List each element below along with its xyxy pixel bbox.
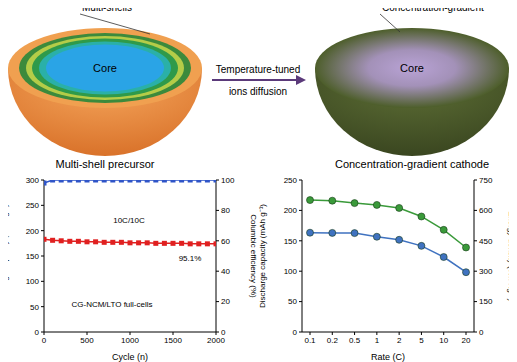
svg-text:0: 0	[221, 328, 226, 337]
svg-text:Cycle (n): Cycle (n)	[112, 352, 148, 362]
svg-text:50: 50	[30, 303, 39, 312]
svg-text:0.1: 0.1	[304, 336, 316, 345]
svg-text:50: 50	[288, 297, 297, 306]
svg-text:Rate (C): Rate (C)	[371, 352, 405, 362]
svg-text:100: 100	[221, 176, 235, 185]
svg-text:10: 10	[439, 336, 448, 345]
svg-text:1: 1	[375, 336, 380, 345]
svg-text:250: 250	[284, 176, 298, 185]
svg-text:2: 2	[397, 336, 402, 345]
svg-text:0: 0	[479, 328, 484, 337]
svg-text:150: 150	[284, 237, 298, 246]
svg-text:100: 100	[26, 277, 40, 286]
svg-text:100: 100	[284, 267, 298, 276]
svg-text:Energy density (Wh Kg⁻¹): Energy density (Wh Kg⁻¹)	[507, 211, 509, 301]
svg-text:750: 750	[479, 176, 493, 185]
svg-text:0: 0	[35, 328, 40, 337]
svg-text:Columbic efficiency (%): Columbic efficiency (%)	[249, 214, 258, 298]
svg-text:450: 450	[479, 237, 493, 246]
svg-text:2000: 2000	[207, 336, 225, 345]
svg-text:200: 200	[26, 227, 40, 236]
svg-text:Core: Core	[93, 62, 117, 74]
svg-text:80: 80	[221, 206, 230, 215]
svg-text:60: 60	[221, 237, 230, 246]
svg-text:20: 20	[221, 297, 230, 306]
svg-text:250: 250	[26, 201, 40, 210]
svg-text:1000: 1000	[121, 336, 139, 345]
svg-text:150: 150	[26, 252, 40, 261]
svg-text:Core: Core	[400, 62, 424, 74]
svg-text:500: 500	[80, 336, 94, 345]
svg-text:Multi-shell precursor: Multi-shell precursor	[55, 158, 154, 170]
html-text:95.1%: 95.1%	[178, 253, 202, 263]
html-text:10C/10C: 10C/10C	[113, 215, 145, 225]
svg-text:ions diffusion: ions diffusion	[229, 86, 287, 97]
svg-text:600: 600	[479, 206, 493, 215]
svg-text:0.5: 0.5	[349, 336, 361, 345]
html-text:CG-NCM/LTO full-cells: CG-NCM/LTO full-cells	[71, 299, 153, 309]
svg-text:300: 300	[479, 267, 493, 276]
svg-text:40: 40	[221, 267, 230, 276]
svg-text:0.2: 0.2	[327, 336, 339, 345]
svg-text:300: 300	[26, 176, 40, 185]
svg-text:Temperature-tuned: Temperature-tuned	[216, 64, 301, 75]
svg-text:Discharge capacity (mAh g⁻¹): Discharge capacity (mAh g⁻¹)	[258, 204, 267, 308]
svg-text:20: 20	[462, 336, 471, 345]
svg-text:Discharge capacity (mAh g⁻¹): Discharge capacity (mAh g⁻¹)	[8, 204, 9, 308]
svg-text:5: 5	[419, 336, 424, 345]
svg-text:0: 0	[42, 336, 47, 345]
svg-text:0: 0	[293, 328, 298, 337]
svg-text:Concentration-gradient: Concentration-gradient	[382, 8, 484, 13]
svg-text:Multi-shells: Multi-shells	[82, 8, 132, 13]
svg-text:1500: 1500	[164, 336, 182, 345]
svg-text:150: 150	[479, 297, 493, 306]
svg-text:200: 200	[284, 206, 298, 215]
svg-text:Concentration-gradient cathode: Concentration-gradient cathode	[335, 158, 489, 170]
